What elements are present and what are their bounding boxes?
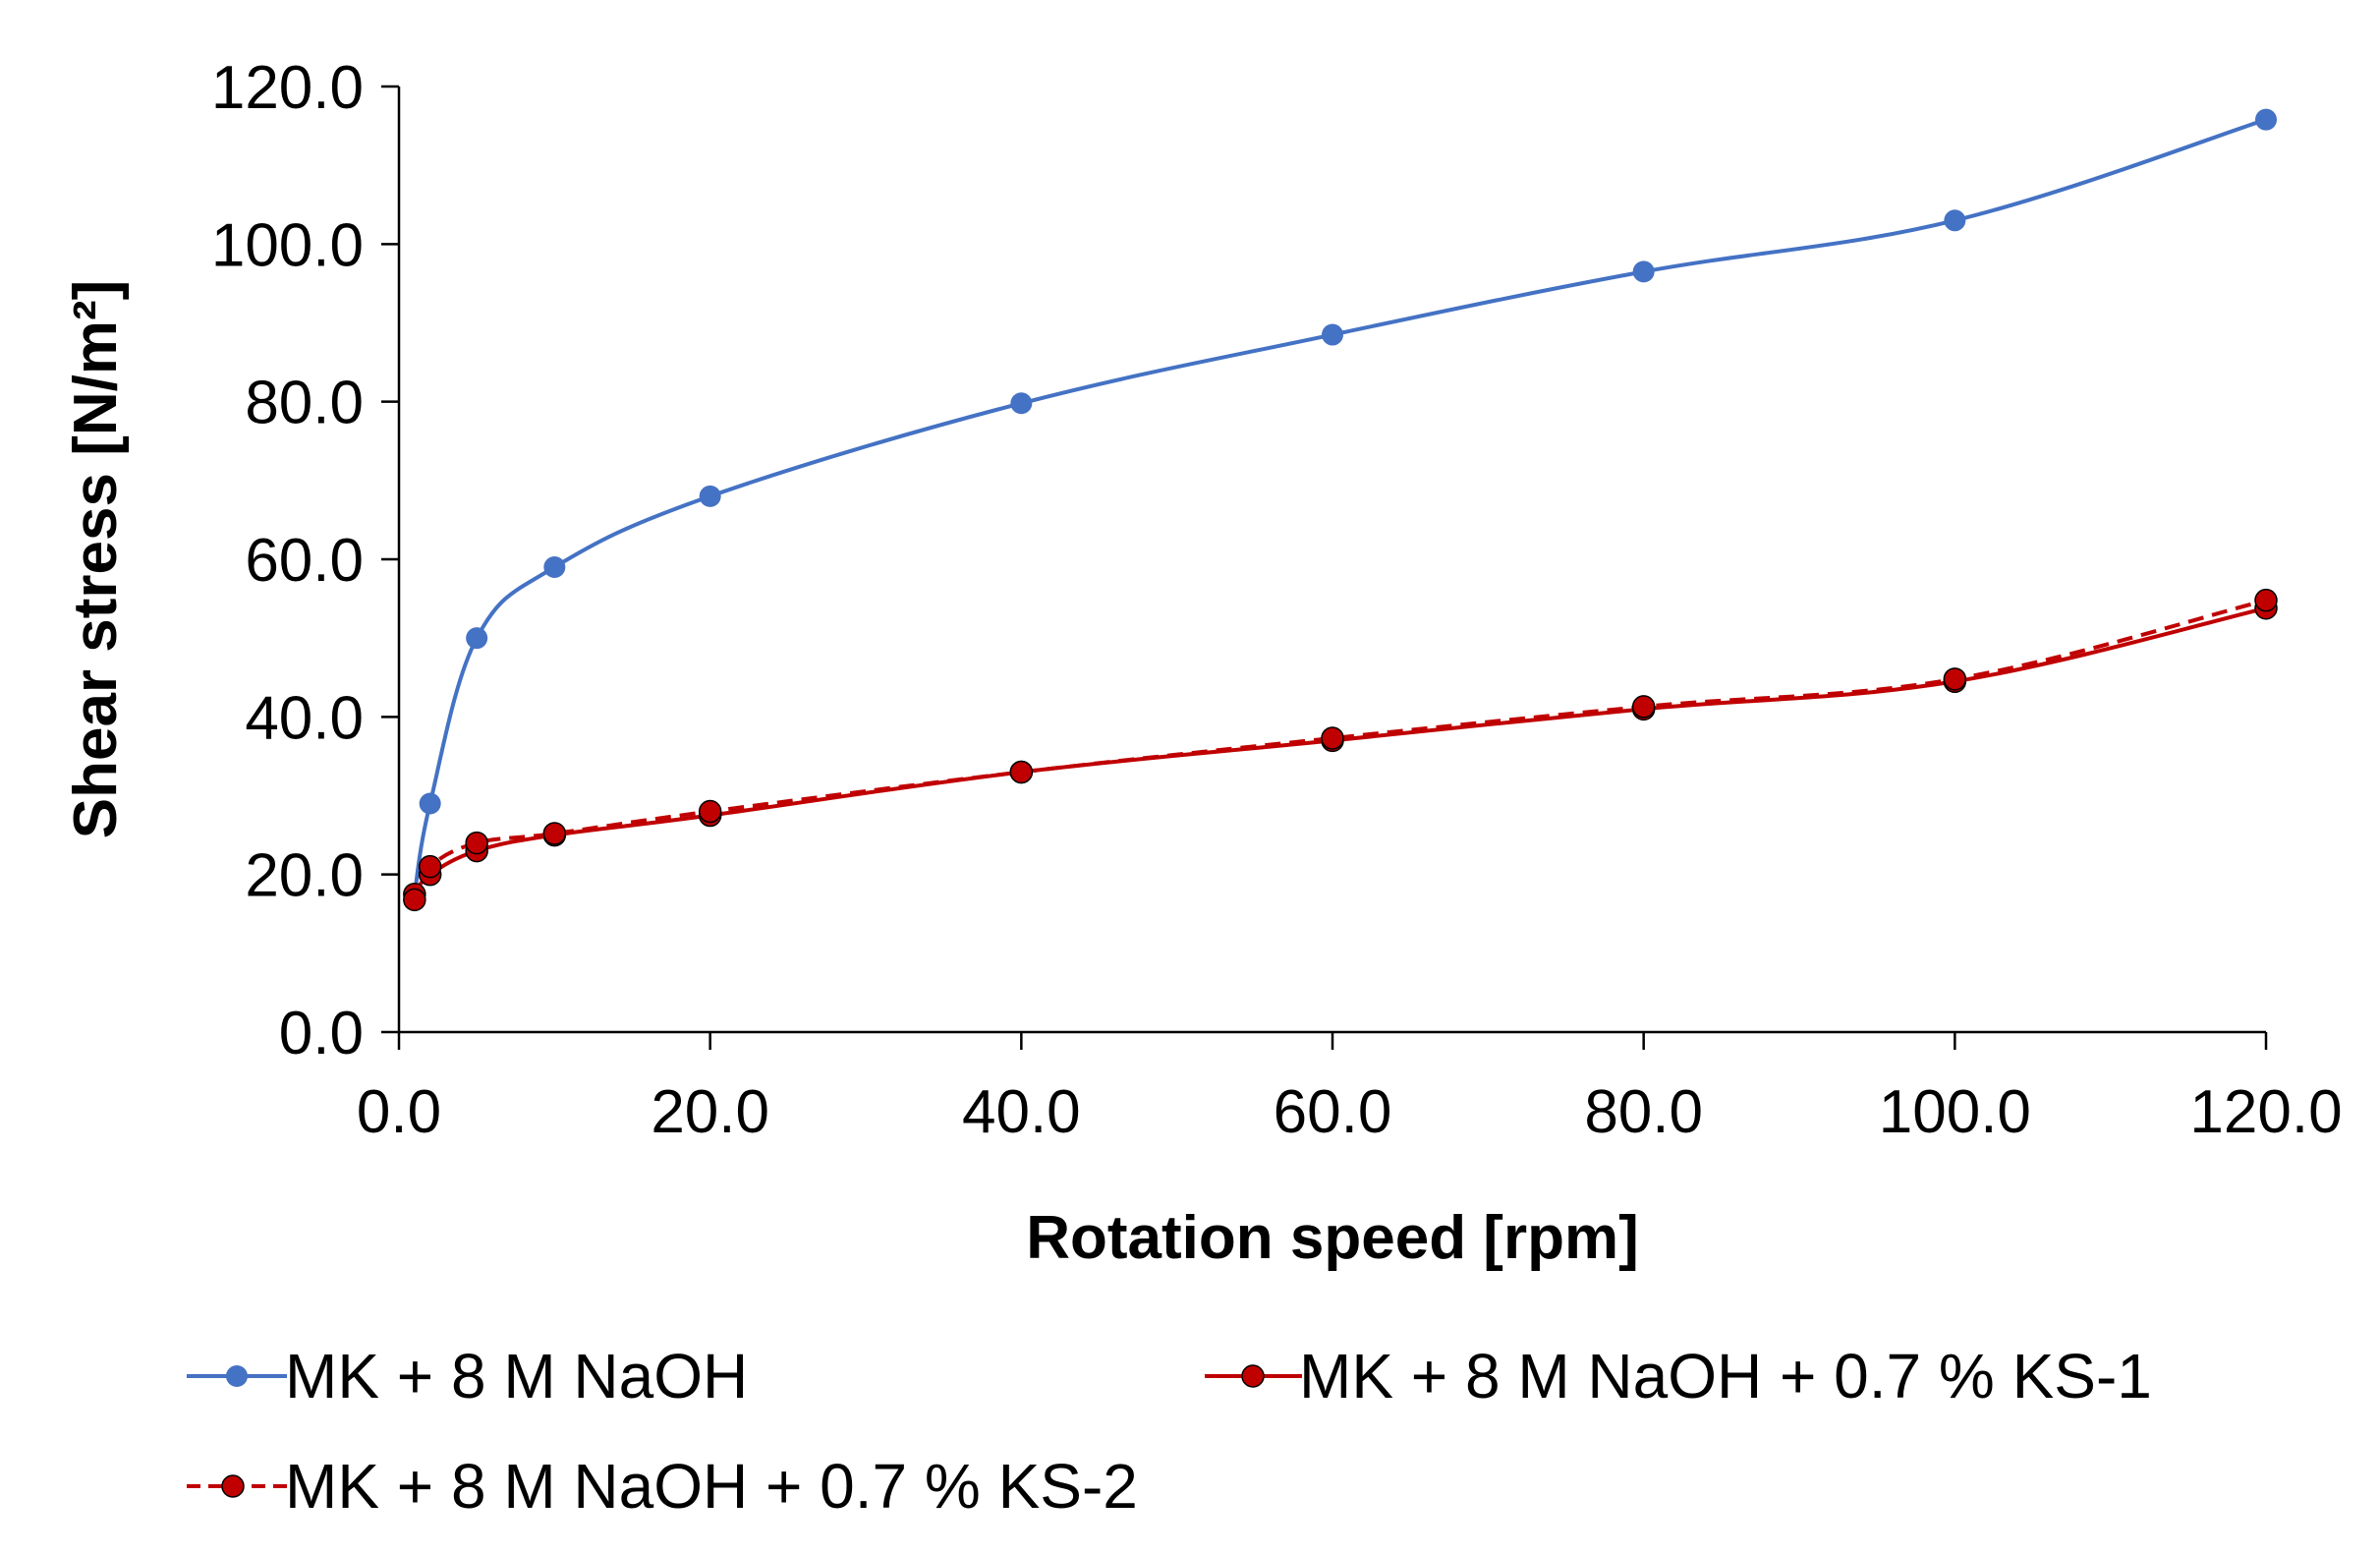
x-tick-label: 0.0 <box>357 1078 441 1146</box>
series-1 <box>403 108 2277 905</box>
series-1-point <box>419 792 441 815</box>
series-3-point <box>418 854 442 879</box>
x-tick-label: 100.0 <box>1879 1078 2031 1146</box>
legend-item-1: MK + 8 M NaOH <box>187 1341 748 1411</box>
series-3-point <box>403 888 426 912</box>
series-1-point <box>1010 392 1033 415</box>
series-1-point <box>1322 323 1343 346</box>
series-3-point <box>1321 726 1344 750</box>
series-3-point <box>1631 695 1656 719</box>
series-3-point <box>2254 588 2278 612</box>
series-1-point <box>699 485 721 507</box>
series-3-point <box>465 831 488 855</box>
x-tick-label: 20.0 <box>651 1078 769 1146</box>
series-3-point <box>698 799 722 824</box>
legend-swatch-3-marker <box>221 1474 245 1498</box>
series-3-line <box>412 598 2267 901</box>
legend-label-1: MK + 8 M NaOH <box>285 1341 748 1411</box>
series-1-point <box>2255 108 2277 131</box>
plot-area: 0.0 20.0 40.0 60.0 80.0 100.0 120.0 0.0 20.0 40.… <box>211 54 2343 1146</box>
y-tick-label: 120.0 <box>211 54 364 122</box>
series-layer <box>403 108 2278 912</box>
y-ticks: 0.0 20.0 40.0 60.0 80.0 100.0 120.0 <box>211 54 399 1067</box>
y-axis-title: Shear stress [N/m²] <box>62 280 130 839</box>
y-tick-label: 0.0 <box>279 1000 364 1067</box>
series-1-point <box>1944 209 1966 232</box>
series-3 <box>403 588 2278 912</box>
y-tick-label: 20.0 <box>245 842 364 910</box>
series-1-point <box>466 627 488 650</box>
y-tick-label: 60.0 <box>245 527 364 595</box>
y-tick-label: 80.0 <box>245 370 364 437</box>
legend-label-3: MK + 8 M NaOH + 0.7 % KS-2 <box>285 1451 1138 1522</box>
series-1-point <box>543 556 566 579</box>
x-tick-label: 120.0 <box>2189 1078 2342 1146</box>
legend-item-3: MK + 8 M NaOH + 0.7 % KS-2 <box>187 1451 1138 1522</box>
series-3-point <box>1943 667 1967 691</box>
x-tick-label: 60.0 <box>1274 1078 1392 1146</box>
series-2-line <box>413 605 2267 895</box>
series-2 <box>403 596 2278 906</box>
x-tick-label: 80.0 <box>1584 1078 1703 1146</box>
y-tick-label: 100.0 <box>211 211 364 279</box>
y-tick-label: 40.0 <box>245 684 364 752</box>
x-ticks: 0.0 20.0 40.0 60.0 80.0 100.0 120.0 <box>357 1032 2343 1146</box>
series-3-point <box>1009 760 1034 784</box>
legend-label-2: MK + 8 M NaOH + 0.7 % KS-1 <box>1299 1341 2152 1411</box>
legend-swatch-2-marker <box>1241 1364 1265 1388</box>
series-1-line <box>412 117 2267 895</box>
legend-item-2: MK + 8 M NaOH + 0.7 % KS-1 <box>1205 1341 2152 1411</box>
legend: MK + 8 M NaOH MK + 8 M NaOH + 0.7 % KS-1… <box>187 1341 2152 1522</box>
x-tick-label: 40.0 <box>962 1078 1081 1146</box>
legend-swatch-1-marker <box>226 1365 248 1387</box>
series-3-point <box>542 822 567 845</box>
x-axis-title: Rotation speed [rpm] <box>1026 1204 1638 1272</box>
series-1-point <box>1632 260 1655 283</box>
